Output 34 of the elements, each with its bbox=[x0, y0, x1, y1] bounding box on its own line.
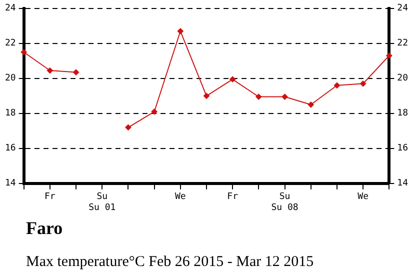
point bbox=[256, 94, 262, 100]
y-tick-label: 24 bbox=[4, 4, 16, 14]
x-tick-label: We bbox=[174, 192, 186, 202]
y-tick-label: 20 bbox=[4, 74, 16, 84]
x-tick-label: Fr bbox=[227, 192, 239, 202]
point bbox=[177, 28, 184, 34]
point bbox=[46, 68, 53, 74]
y2-tick-label: 14 bbox=[397, 178, 408, 189]
text: Max temperature°C Feb 26 2015 - Mar 12 2015 bbox=[26, 254, 314, 271]
y2-tick-label: 24 bbox=[397, 4, 408, 14]
point bbox=[125, 124, 132, 130]
y2-tick-label: 16 bbox=[397, 144, 408, 154]
x-tick-label: We bbox=[358, 192, 368, 202]
point bbox=[282, 94, 288, 100]
point bbox=[230, 76, 236, 82]
y2-tick-label: 18 bbox=[397, 108, 408, 119]
y-tick-label: 14 bbox=[4, 178, 16, 189]
point bbox=[334, 82, 340, 88]
y-tick-label: 16 bbox=[4, 144, 16, 154]
y2-tick-label: 20 bbox=[397, 74, 408, 84]
x-tick-label: Fr bbox=[44, 192, 56, 202]
point bbox=[151, 108, 158, 115]
point bbox=[204, 92, 210, 99]
point bbox=[386, 52, 392, 59]
point bbox=[308, 102, 314, 108]
point bbox=[73, 69, 80, 76]
point bbox=[360, 80, 366, 87]
x-tick-label: Su Su 08 bbox=[271, 192, 298, 213]
point bbox=[20, 49, 27, 56]
x-tick-label: Su Su 01 bbox=[88, 192, 116, 213]
text: Faro bbox=[26, 218, 63, 239]
y-tick-label: 22 bbox=[4, 38, 16, 49]
y2-tick-label: 22 bbox=[397, 38, 408, 49]
y-tick-label: 18 bbox=[4, 108, 16, 119]
